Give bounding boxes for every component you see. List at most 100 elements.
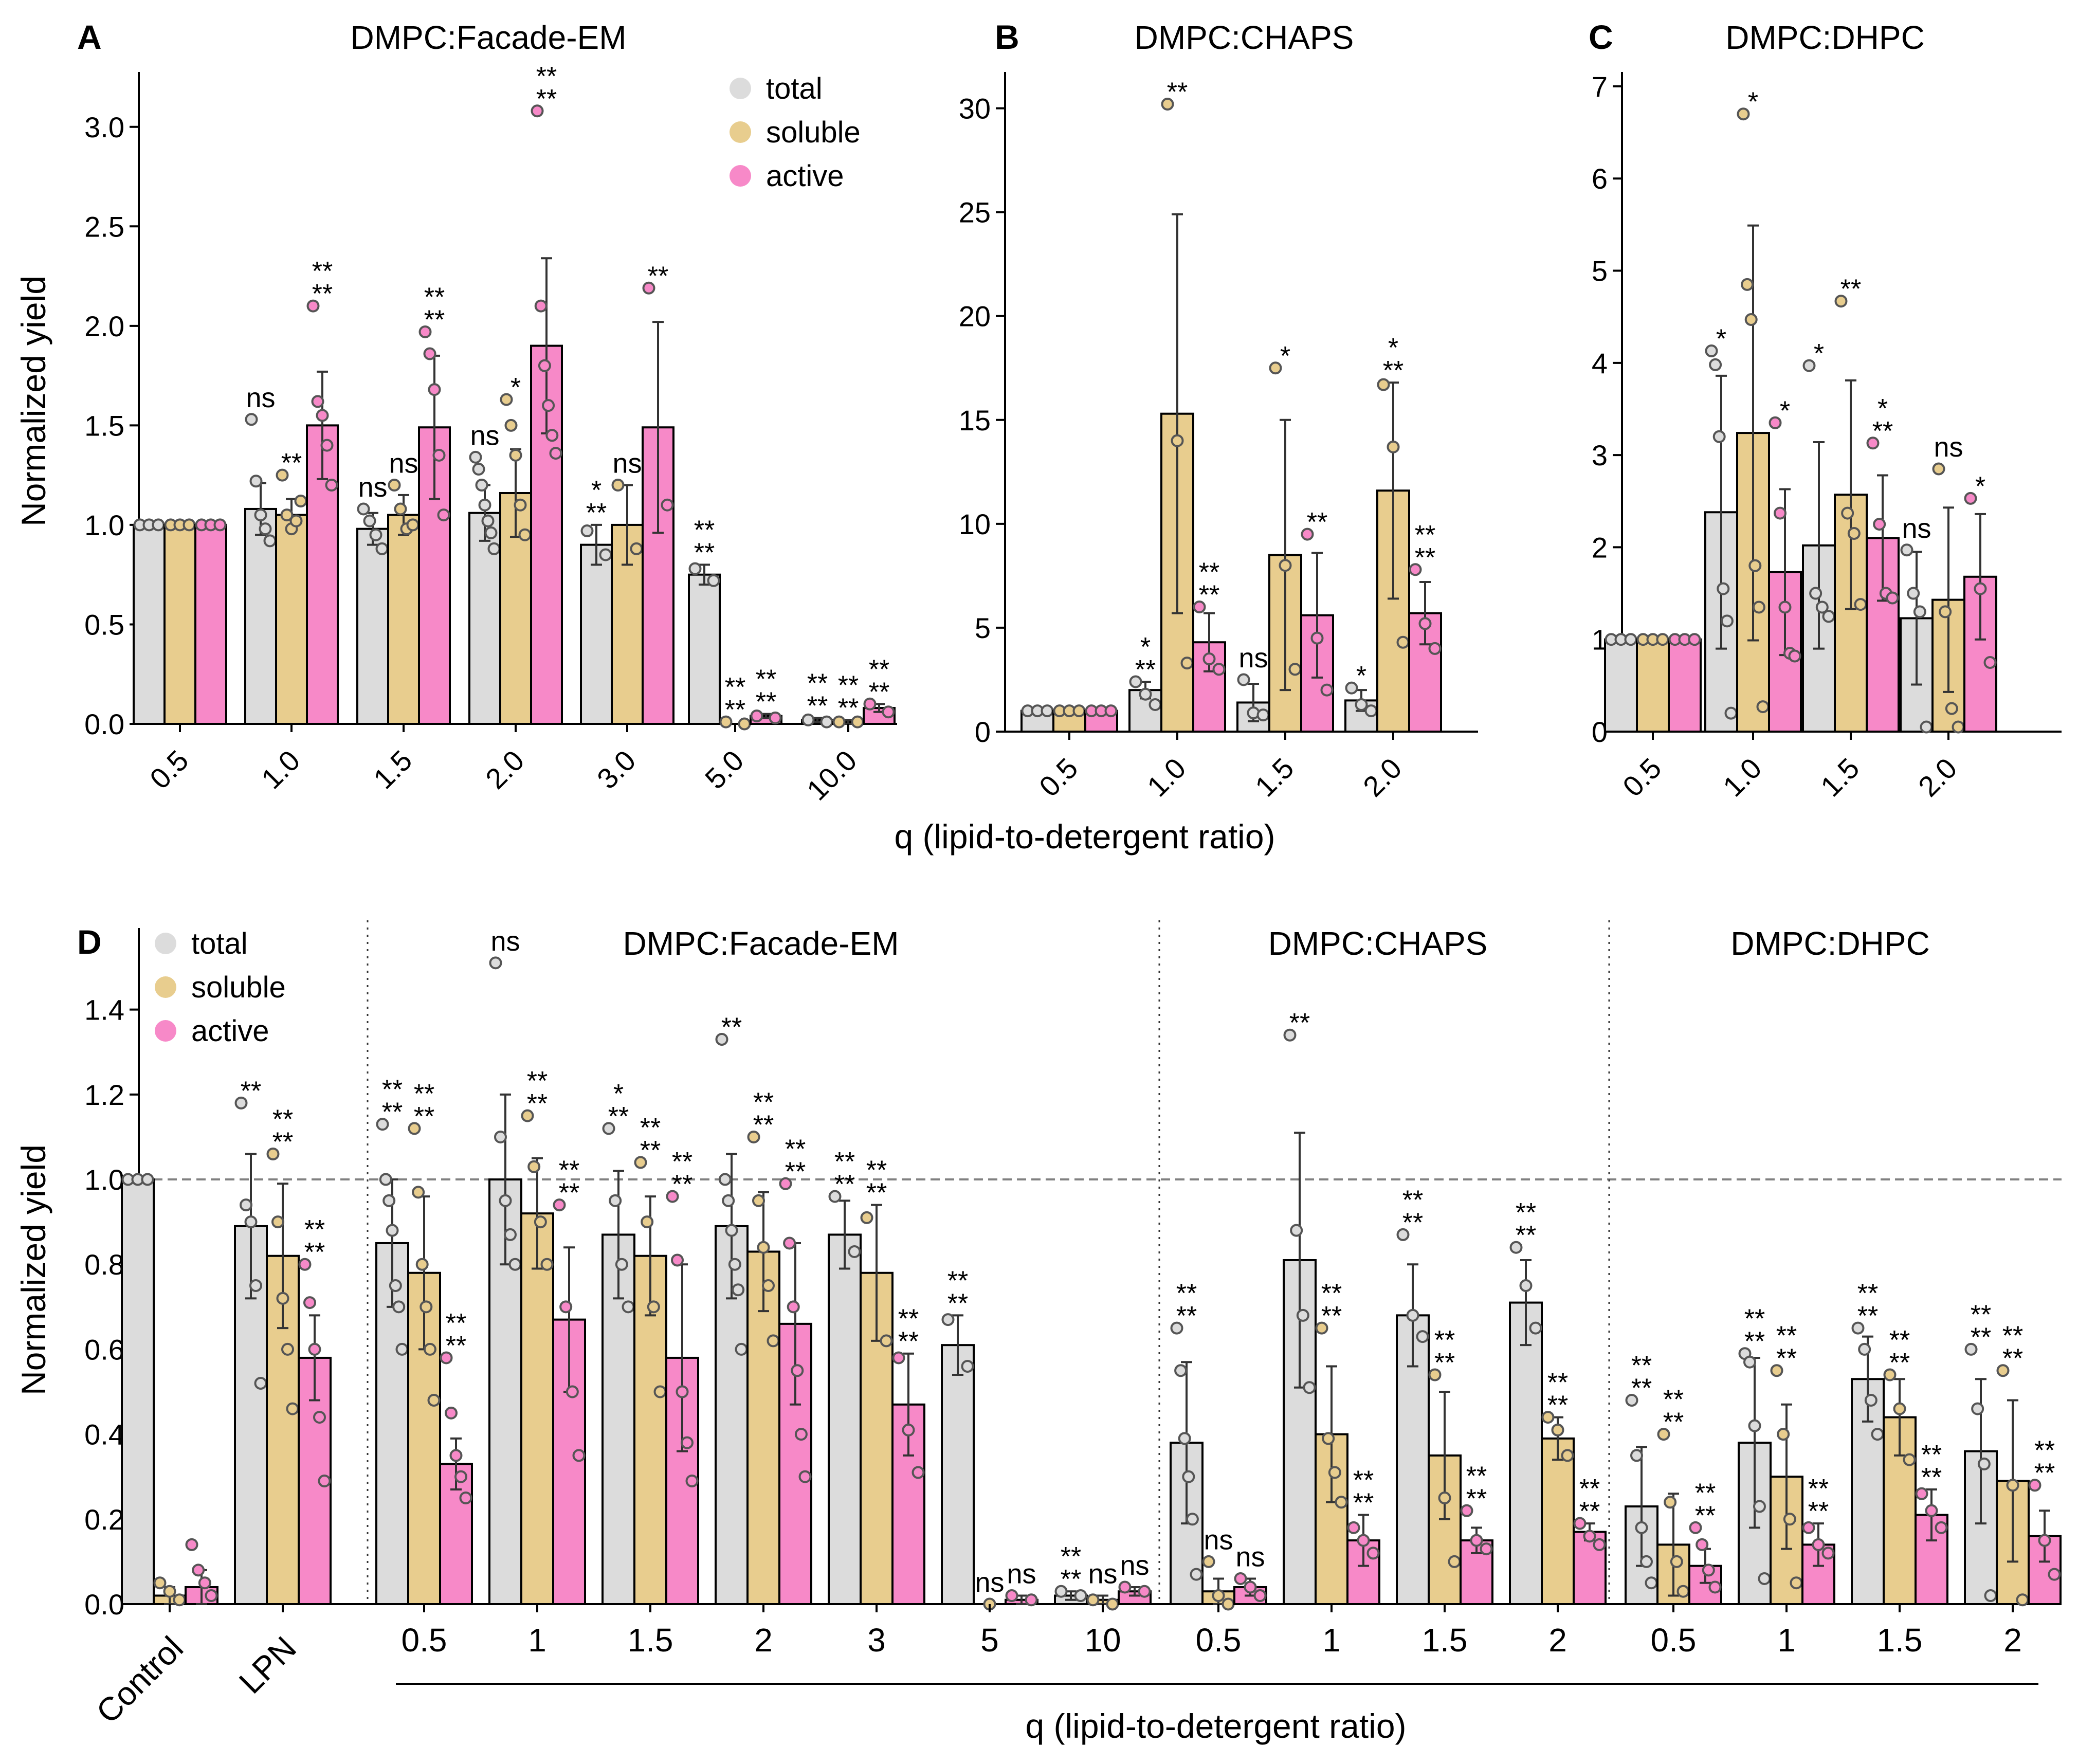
- data-point-total: [1851, 1321, 1865, 1335]
- data-point-active: [1357, 1534, 1370, 1547]
- data-point-soluble: [173, 1593, 186, 1607]
- significance-label: **: [1579, 1474, 1600, 1504]
- data-point-total: [1396, 1228, 1410, 1241]
- data-point-total: [1822, 610, 1835, 623]
- data-point-total: [376, 1118, 389, 1131]
- data-point-total: [732, 1283, 745, 1297]
- bar-active: [1668, 638, 1702, 733]
- data-point-soluble: [1377, 378, 1390, 391]
- significance-label: ns: [1235, 1541, 1265, 1572]
- data-point-total: [141, 1173, 154, 1186]
- significance-label: **: [694, 538, 715, 568]
- significance-label: **: [1434, 1348, 1455, 1378]
- y-tick-label: 4: [1592, 347, 1608, 379]
- x-tick-label: 2.0: [479, 744, 531, 795]
- data-point-soluble: [1161, 98, 1174, 111]
- significance-label: **: [785, 1157, 806, 1187]
- data-point-active: [798, 1470, 812, 1483]
- significance-label: *: [1356, 661, 1366, 691]
- data-point-soluble: [1952, 720, 1965, 734]
- significance-label: **: [446, 1308, 466, 1338]
- data-point-total: [478, 498, 491, 512]
- significance-label: *: [1814, 339, 1824, 369]
- data-point-soluble: [423, 1342, 436, 1356]
- y-tick-label: 1.0: [84, 509, 124, 541]
- data-point-soluble: [521, 1109, 534, 1122]
- data-point-total: [735, 1342, 748, 1356]
- data-point-total: [1296, 1308, 1309, 1322]
- data-point-active: [794, 1428, 808, 1441]
- y-tick-label: 0.4: [84, 1419, 124, 1451]
- panel-title: DMPC:Facade-EM: [351, 19, 627, 56]
- significance-label: **: [721, 1012, 742, 1042]
- data-point-soluble: [752, 1194, 765, 1207]
- significance-label: **: [2002, 1321, 2023, 1351]
- data-point-soluble: [719, 715, 733, 729]
- data-point-total: [1237, 673, 1250, 686]
- x-tick-label: 5: [980, 1622, 999, 1659]
- data-point-soluble: [1202, 1555, 1215, 1568]
- legend-marker-active: [155, 1020, 176, 1042]
- data-point-active: [1821, 1547, 1835, 1560]
- data-point-active: [783, 1236, 796, 1250]
- data-point-total: [1645, 1576, 1658, 1590]
- significance-label: **: [753, 1110, 774, 1140]
- data-point-active: [1769, 416, 1782, 429]
- data-point-active: [572, 1449, 586, 1462]
- data-point-soluble: [630, 542, 643, 555]
- data-point-total: [1907, 587, 1920, 600]
- panel-title: DMPC:DHPC: [1725, 19, 1925, 56]
- data-point-active: [1702, 1563, 1715, 1577]
- significance-label: ns: [975, 1567, 1004, 1598]
- data-point-active: [892, 1351, 905, 1365]
- data-point-active: [1409, 563, 1422, 576]
- data-point-active: [538, 359, 551, 372]
- data-point-active: [459, 1492, 472, 1505]
- significance-label: **: [1857, 1279, 1878, 1308]
- data-point-total: [1406, 1308, 1419, 1322]
- legend-marker-total: [155, 933, 176, 954]
- significance-label: **: [866, 1156, 887, 1186]
- data-point-active: [454, 1470, 467, 1483]
- legend-label: active: [191, 1014, 269, 1048]
- legend: total soluble active: [155, 927, 286, 1048]
- data-point-active: [1866, 437, 1880, 450]
- data-point-total: [1971, 1402, 1984, 1415]
- significance-label: **: [838, 670, 859, 700]
- significance-label: **: [1353, 1466, 1374, 1496]
- data-point-soluble: [1854, 598, 1867, 611]
- significance-label: ns: [1088, 1558, 1117, 1589]
- data-point-active: [1573, 1517, 1587, 1530]
- significance-label: **: [1466, 1461, 1487, 1491]
- x-tick-label: 0.5: [1033, 752, 1084, 803]
- x-tick-label: 5.0: [699, 744, 750, 795]
- data-point-soluble: [266, 1147, 280, 1160]
- y-tick-label: 5: [975, 612, 991, 644]
- group-title: DMPC:CHAPS: [1268, 925, 1488, 962]
- significance-label: **: [807, 668, 828, 698]
- significance-label: **: [1383, 356, 1403, 386]
- x-tick-label: 10: [1084, 1622, 1121, 1659]
- significance-label: **: [869, 654, 889, 684]
- data-point-soluble: [1770, 1364, 1783, 1377]
- data-point-soluble: [412, 1186, 425, 1199]
- data-point-active: [437, 508, 450, 522]
- data-point-soluble: [388, 479, 401, 492]
- significance-label: **: [1547, 1368, 1568, 1398]
- data-point-active: [1708, 1580, 1722, 1594]
- data-point-total: [941, 1313, 955, 1326]
- significance-label: **: [725, 695, 745, 725]
- data-point-total: [1283, 1028, 1297, 1042]
- data-point-total: [1041, 704, 1054, 718]
- data-point-active: [1974, 582, 1987, 595]
- data-point-total: [615, 1258, 628, 1271]
- x-tick-label: 1.5: [1249, 752, 1300, 803]
- y-tick-label: 30: [959, 93, 991, 125]
- data-point-total: [828, 1190, 842, 1203]
- panel-A: 0.00.51.01.52.02.53.0ns******nsns****ns*…: [77, 18, 897, 807]
- data-point-active: [1688, 633, 1701, 646]
- x-tick-label: 1: [1777, 1622, 1796, 1659]
- significance-label: *: [613, 1079, 624, 1109]
- significance-label: **: [1199, 580, 1219, 610]
- x-tick-label: 2.0: [1357, 752, 1408, 803]
